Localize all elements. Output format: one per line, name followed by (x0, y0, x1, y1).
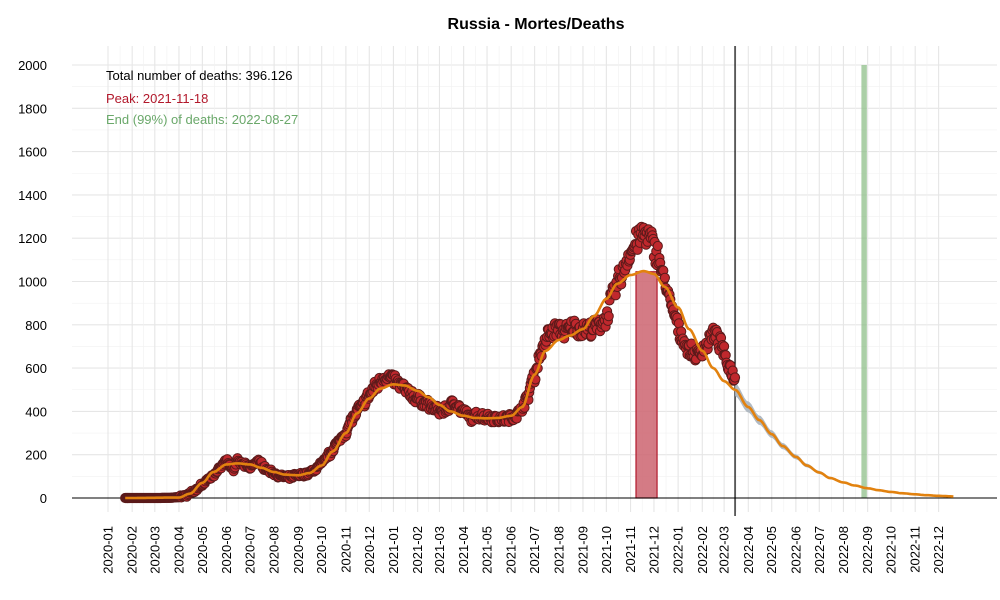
y-tick-label: 1600 (18, 145, 47, 160)
x-tick-label: 2022-11 (908, 526, 923, 573)
x-tick-label: 2022-10 (884, 526, 899, 574)
tick-layer: 0 200 400 600 800 1000 1200 1400 1600 1800 2000 202… (18, 58, 946, 574)
annotation-layer: Total number of deaths: 396.126 Peak: 20… (106, 68, 298, 127)
observed-point (603, 311, 614, 322)
y-tick-label: 800 (25, 318, 47, 333)
y-tick-label: 2000 (18, 58, 47, 73)
y-tick-label: 1200 (18, 231, 47, 246)
y-tick-label: 600 (25, 361, 47, 376)
x-tick-label: 2020-07 (242, 526, 257, 574)
observed-point (652, 240, 663, 252)
peak-band (635, 271, 658, 499)
x-tick-label: 2020-11 (338, 526, 353, 573)
y-tick-label: 0 (40, 491, 47, 506)
x-tick-label: 2020-12 (362, 526, 377, 574)
x-tick-label: 2020-08 (267, 526, 282, 574)
y-tick-label: 1400 (18, 188, 47, 203)
x-tick-label: 2021-06 (504, 526, 519, 574)
x-tick-label: 2021-02 (410, 526, 425, 574)
x-tick-label: 2020-06 (219, 526, 234, 574)
annotation-end: End (99%) of deaths: 2022-08-27 (106, 112, 298, 127)
x-tick-label: 2021-05 (480, 526, 495, 574)
grid-layer (72, 46, 997, 512)
x-tick-label: 2022-06 (788, 526, 803, 574)
x-tick-label: 2022-07 (812, 526, 827, 574)
x-tick-label: 2022-03 (717, 526, 732, 574)
x-tick-label: 2021-03 (432, 526, 447, 574)
x-tick-label: 2022-12 (931, 526, 946, 574)
y-tick-label: 1000 (18, 275, 47, 290)
x-tick-label: 2020-05 (195, 526, 210, 574)
x-tick-label: 2021-10 (599, 526, 614, 574)
x-tick-label: 2021-09 (576, 526, 591, 574)
x-tick-label: 2021-08 (551, 526, 566, 574)
x-tick-label: 2020-03 (147, 526, 162, 574)
fit-line (125, 269, 954, 500)
x-tick-label: 2020-04 (172, 526, 187, 574)
axis-layer (72, 46, 997, 516)
chart-title: Russia - Mortes/Deaths (448, 16, 625, 33)
y-tick-label: 400 (25, 404, 47, 419)
annotation-total: Total number of deaths: 396.126 (106, 68, 292, 83)
x-tick-label: 2020-01 (101, 526, 116, 574)
x-tick-label: 2022-01 (671, 526, 686, 574)
x-tick-label: 2021-07 (527, 526, 542, 574)
y-tick-label: 1800 (18, 101, 47, 116)
x-tick-label: 2022-02 (695, 526, 710, 574)
x-tick-label: 2020-09 (291, 526, 306, 574)
x-tick-label: 2021-01 (386, 526, 401, 574)
x-tick-label: 2022-05 (764, 526, 779, 574)
y-tick-label: 200 (25, 448, 47, 463)
x-tick-label: 2022-04 (741, 526, 756, 574)
x-tick-label: 2020-10 (314, 526, 329, 574)
annotation-peak: Peak: 2021-11-18 (106, 91, 208, 106)
x-tick-label: 2020-02 (125, 526, 140, 574)
x-tick-label: 2021-12 (646, 526, 661, 574)
observed-point (729, 372, 741, 383)
x-tick-label: 2022-08 (836, 526, 851, 574)
line-layer (125, 269, 954, 500)
observed-point (659, 272, 671, 283)
end-band (861, 65, 867, 498)
x-tick-label: 2021-11 (623, 526, 638, 573)
x-tick-label: 2022-09 (860, 526, 875, 574)
x-tick-label: 2021-04 (456, 526, 471, 574)
